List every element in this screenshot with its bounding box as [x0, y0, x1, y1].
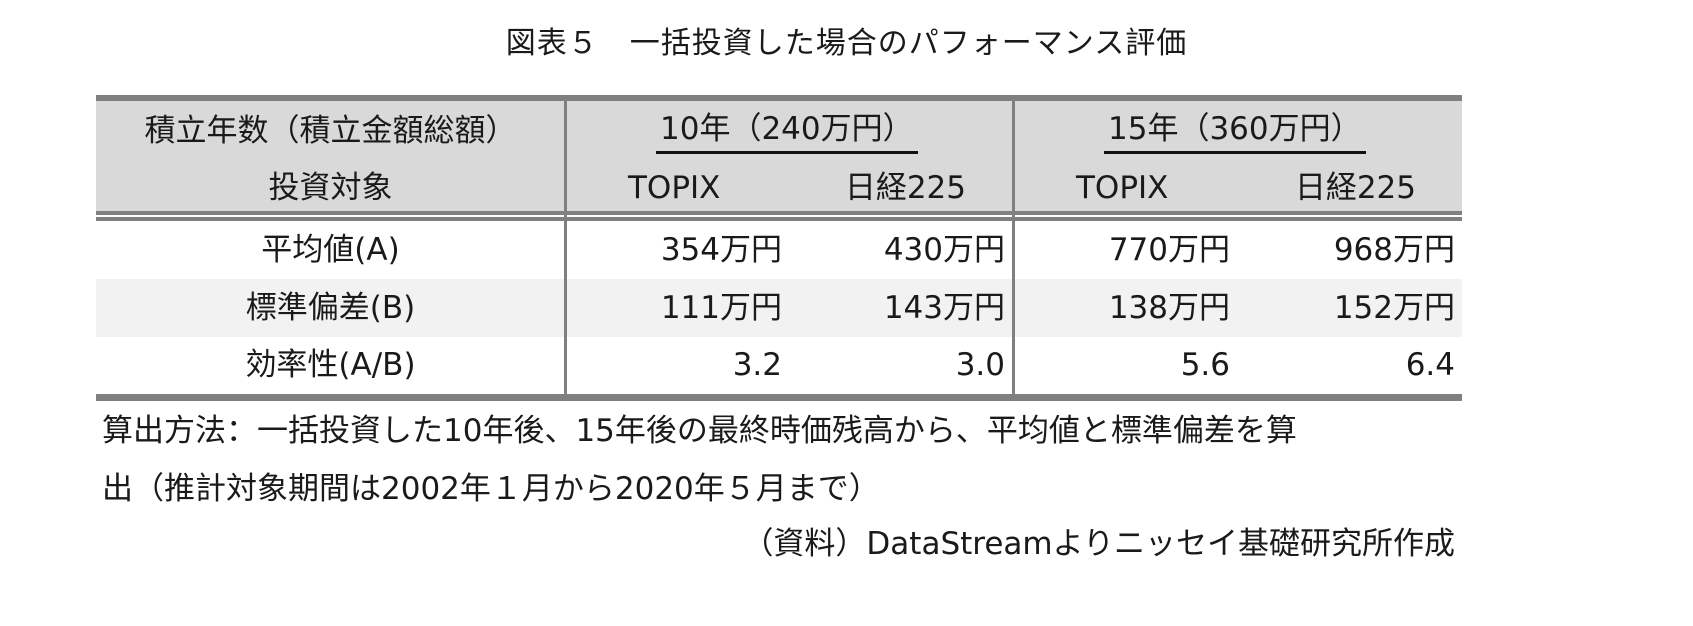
cell-value: 143万円: [883, 290, 1005, 326]
header-group-10yr: 10年（240万円）: [656, 101, 918, 157]
table-row: 標準偏差(B) 111万円 143万円 138万円 152万円: [96, 279, 1462, 337]
row-label: 効率性(A/B): [245, 347, 416, 383]
header-group-15yr: 15年（360万円）: [1104, 101, 1366, 157]
group-10yr-label: 10年（240万円）: [656, 107, 918, 154]
cell-value: 968万円: [1333, 232, 1455, 268]
cell-value: 770万円: [1108, 232, 1230, 268]
cell-value: 138万円: [1108, 290, 1230, 326]
row-label: 平均値(A): [261, 232, 400, 268]
column-divider: [564, 101, 567, 394]
row-label: 標準偏差(B): [245, 290, 416, 326]
cell-value: 5.6: [1180, 347, 1230, 383]
header-col-10yr-nikkei: 日経225: [844, 170, 966, 206]
header-col-15yr-nikkei: 日経225: [1294, 170, 1416, 206]
header-divider-top: [96, 211, 1462, 215]
source-note: （資料）DataStreamよりニッセイ基礎研究所作成: [742, 526, 1455, 562]
table-row: 効率性(A/B) 3.2 3.0 5.6 6.4: [96, 336, 1462, 394]
cell-value: 111万円: [660, 290, 782, 326]
figure-title: 図表５ 一括投資した場合のパフォーマンス評価: [505, 26, 1188, 61]
column-divider: [1012, 101, 1015, 394]
cell-value: 354万円: [660, 232, 782, 268]
header-col-15yr-topix: TOPIX: [1076, 170, 1169, 206]
group-15yr-label: 15年（360万円）: [1104, 107, 1366, 154]
header-divider-bottom: [96, 217, 1462, 221]
table-top-border: [96, 95, 1462, 101]
table-header: 積立年数（積立金額総額） 投資対象 10年（240万円） 15年（360万円） …: [96, 101, 1462, 213]
note-method-line1: 算出方法：一括投資した10年後、15年後の最終時価残高から、平均値と標準偏差を算: [102, 413, 1297, 449]
note-method-line2: 出（推計対象期間は2002年１月から2020年５月まで）: [102, 471, 880, 507]
cell-value: 3.2: [732, 347, 782, 383]
table-bottom-border: [96, 394, 1462, 401]
header-period-label: 積立年数（積立金額総額）: [144, 113, 517, 149]
cell-value: 152万円: [1333, 290, 1455, 326]
table-row: 平均値(A) 354万円 430万円 770万円 968万円: [96, 221, 1462, 279]
header-col-10yr-topix: TOPIX: [628, 170, 721, 206]
cell-value: 6.4: [1405, 347, 1455, 383]
cell-value: 430万円: [883, 232, 1005, 268]
header-target-label: 投資対象: [268, 170, 393, 206]
cell-value: 3.0: [955, 347, 1005, 383]
